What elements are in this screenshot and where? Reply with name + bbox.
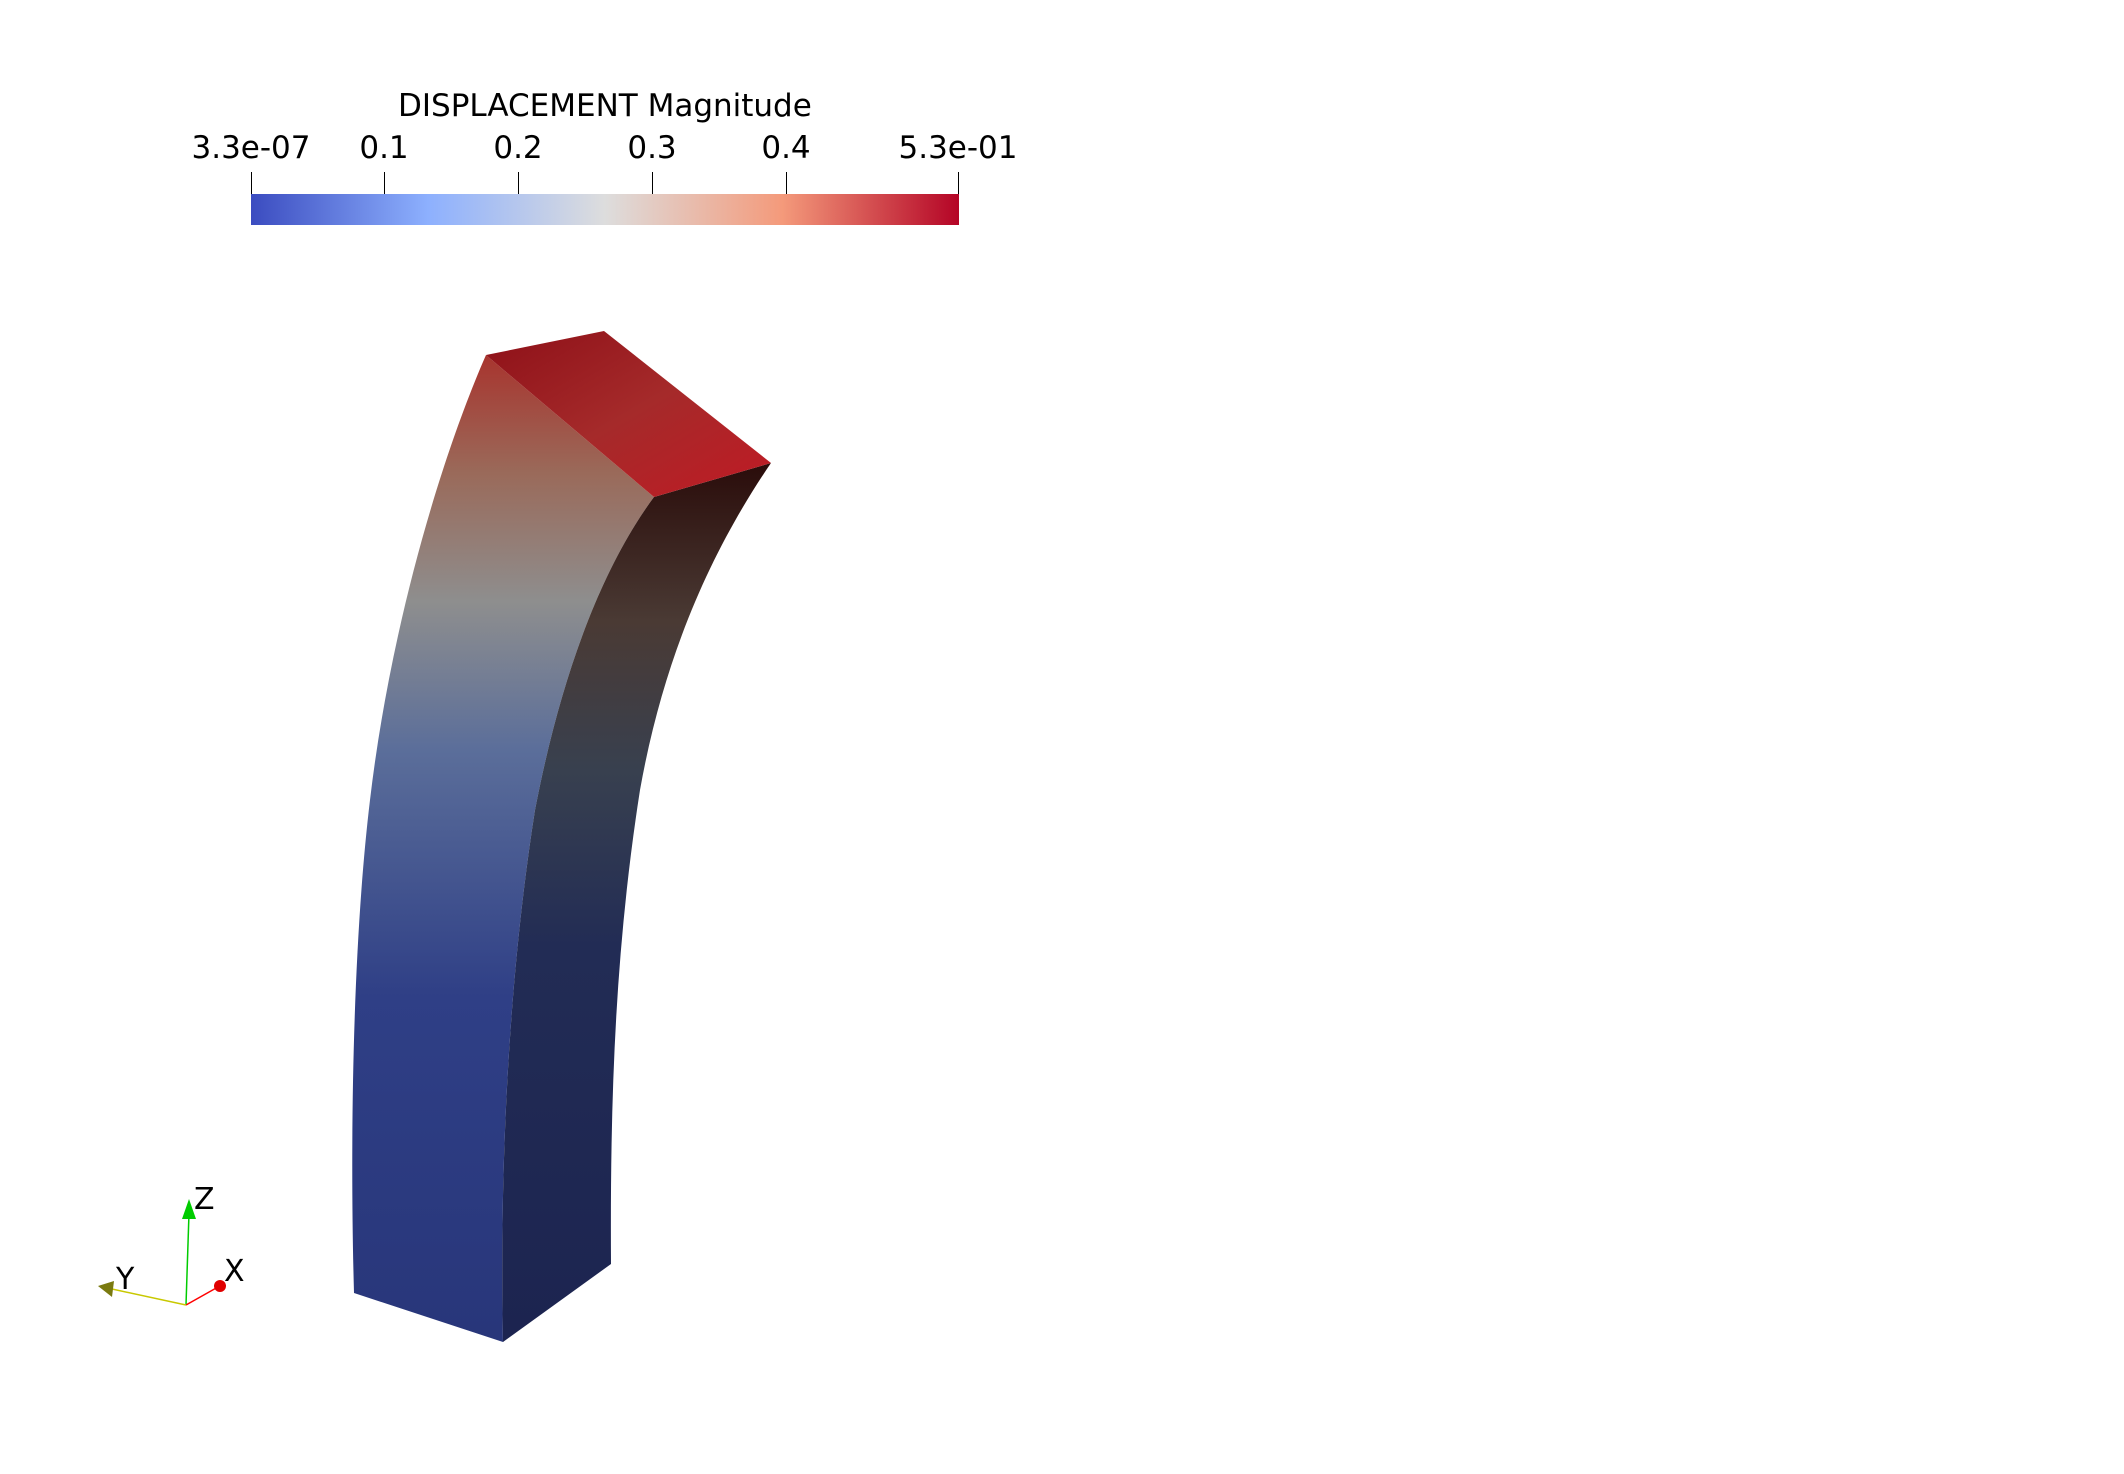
y-axis-line bbox=[111, 1288, 187, 1306]
scalar-bar-tick-label: 0.2 bbox=[493, 130, 543, 166]
x-axis-label: X bbox=[224, 1254, 245, 1289]
z-axis-label: Z bbox=[194, 1182, 215, 1217]
x-axis-arrow-icon bbox=[214, 1280, 226, 1292]
scalar-bar-gradient bbox=[251, 194, 959, 225]
scalar-bar-tick-mark bbox=[251, 172, 252, 196]
scalar-bar-tick-mark bbox=[384, 172, 385, 196]
scalar-bar-tick-label: 5.3e-01 bbox=[898, 130, 1018, 166]
orientation-axes-widget: Z X Y bbox=[90, 1185, 270, 1315]
y-axis-label: Y bbox=[116, 1262, 135, 1297]
scalar-bar-tick-label: 0.1 bbox=[359, 130, 409, 166]
axes-triad bbox=[98, 1199, 226, 1306]
x-axis-line bbox=[185, 1286, 219, 1306]
y-axis-arrow-icon bbox=[98, 1281, 114, 1297]
scalar-bar-tick-mark bbox=[518, 172, 519, 196]
beam-side-face bbox=[502, 463, 771, 1342]
scalar-bar-title: DISPLACEMENT Magnitude bbox=[398, 88, 812, 124]
scalar-bar-tick-label: 0.4 bbox=[761, 130, 811, 166]
scalar-bar-tick-mark bbox=[958, 172, 959, 196]
z-axis-line bbox=[185, 1212, 190, 1306]
scalar-bar-legend: DISPLACEMENT Magnitude 3.3e-07 0.1 0.2 0… bbox=[0, 0, 2124, 260]
scalar-bar-tick-label: 0.3 bbox=[627, 130, 677, 166]
beam-front-face bbox=[352, 355, 654, 1342]
scalar-bar-tick-mark bbox=[786, 172, 787, 196]
z-axis-arrow-icon bbox=[182, 1199, 196, 1219]
scalar-bar-tick-mark bbox=[652, 172, 653, 196]
scalar-bar-tick-label: 3.3e-07 bbox=[191, 130, 311, 166]
beam-top-face bbox=[486, 331, 771, 497]
